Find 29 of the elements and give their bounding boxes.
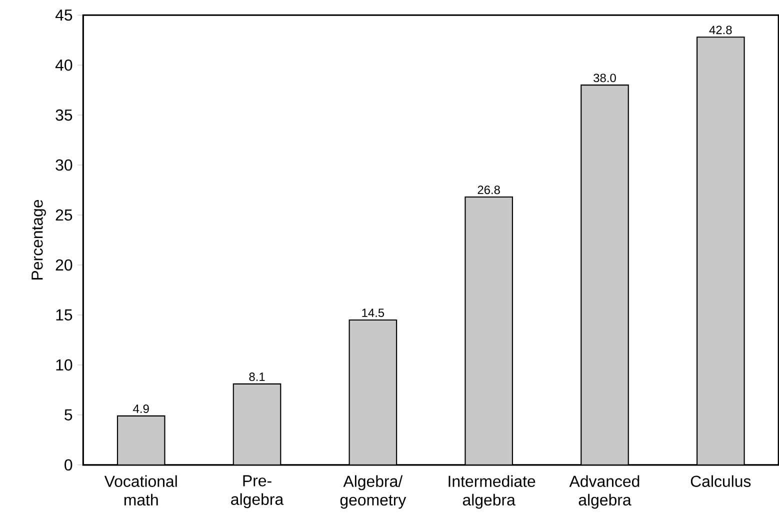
bar bbox=[580, 84, 629, 465]
x-tick-label: Advanced algebra bbox=[569, 475, 640, 509]
y-tick-label: 20 bbox=[56, 259, 72, 271]
y-tick-label: 5 bbox=[64, 409, 72, 421]
y-tick-label: 0 bbox=[64, 459, 72, 471]
y-axis-title: Percentage bbox=[32, 200, 46, 280]
y-tick-label: 10 bbox=[56, 359, 72, 371]
y-tick-label: 15 bbox=[56, 310, 72, 321]
data-label: 4.9 bbox=[133, 404, 149, 414]
y-tick-label: 30 bbox=[56, 160, 72, 171]
x-tick-label: Calculus bbox=[690, 475, 751, 488]
bar bbox=[348, 320, 398, 465]
bar bbox=[464, 196, 513, 465]
x-tick-label: Intermediate algebra bbox=[448, 475, 536, 509]
y-tick-label: 45 bbox=[55, 10, 72, 21]
bar bbox=[232, 384, 282, 465]
y-tick-label: 40 bbox=[55, 60, 72, 71]
x-tick-label: Pre-algebra bbox=[231, 475, 284, 508]
y-tick-label: 25 bbox=[56, 209, 72, 221]
x-tick-label: Algebra/geometry bbox=[340, 475, 406, 509]
data-label: 26.8 bbox=[478, 186, 500, 194]
bar bbox=[116, 415, 166, 465]
data-label: 8.1 bbox=[249, 372, 265, 382]
data-label: 38.0 bbox=[594, 74, 616, 82]
x-tick-label: Vocational math bbox=[104, 475, 177, 506]
y-tick-label: 35 bbox=[56, 110, 72, 121]
data-label: 14.5 bbox=[362, 308, 384, 318]
bar bbox=[696, 36, 745, 465]
data-label: 42.8 bbox=[709, 26, 732, 34]
